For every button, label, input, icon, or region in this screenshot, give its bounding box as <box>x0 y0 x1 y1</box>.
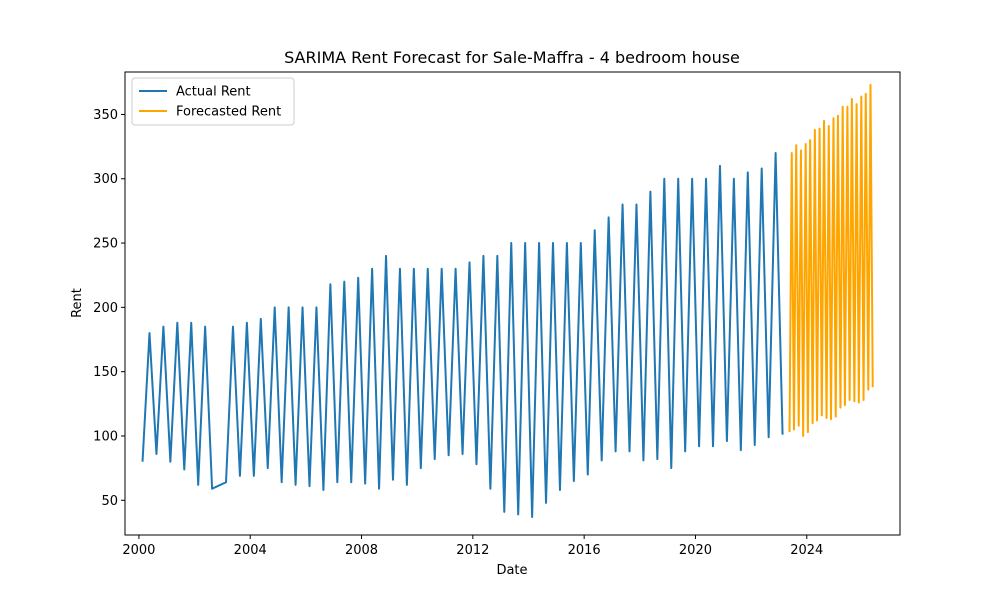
x-tick-label: 2020 <box>679 543 712 558</box>
legend-label: Actual Rent <box>176 85 251 100</box>
x-tick-label: 2008 <box>345 543 378 558</box>
legend-items: Actual Rent Forecasted Rent <box>139 85 281 120</box>
x-tick-label: 2024 <box>790 543 823 558</box>
series-line-forecasted-rent <box>788 83 874 437</box>
y-tick-label: 150 <box>93 365 118 380</box>
x-axis-label: Date <box>496 563 527 578</box>
y-tick-label: 250 <box>93 237 118 252</box>
x-tick-label: 2000 <box>122 543 155 558</box>
legend-box <box>131 77 295 126</box>
x-tick-label: 2016 <box>568 543 601 558</box>
series-line-actual-rent <box>141 152 784 518</box>
y-axis: 50 100 150 200 250 300 350 <box>93 108 125 509</box>
y-axis-label: Rent <box>70 288 85 318</box>
legend-label: Forecasted Rent <box>176 105 281 120</box>
plot-area <box>124 71 901 536</box>
x-tick-label: 2004 <box>234 543 267 558</box>
y-tick-label: 50 <box>101 494 118 509</box>
x-tick-label: 2012 <box>456 543 489 558</box>
plot-frame <box>124 71 901 536</box>
x-axis: 2000 2004 2008 2012 2016 2020 2024 <box>122 535 823 558</box>
y-tick-label: 350 <box>93 108 118 123</box>
chart-title: SARIMA Rent Forecast for Sale-Maffra - 4… <box>284 48 740 67</box>
series-layer <box>141 83 874 518</box>
legend: Actual Rent Forecasted Rent <box>131 77 295 126</box>
y-tick-label: 200 <box>93 301 118 316</box>
y-tick-label: 100 <box>93 429 118 444</box>
y-tick-label: 300 <box>93 172 118 187</box>
